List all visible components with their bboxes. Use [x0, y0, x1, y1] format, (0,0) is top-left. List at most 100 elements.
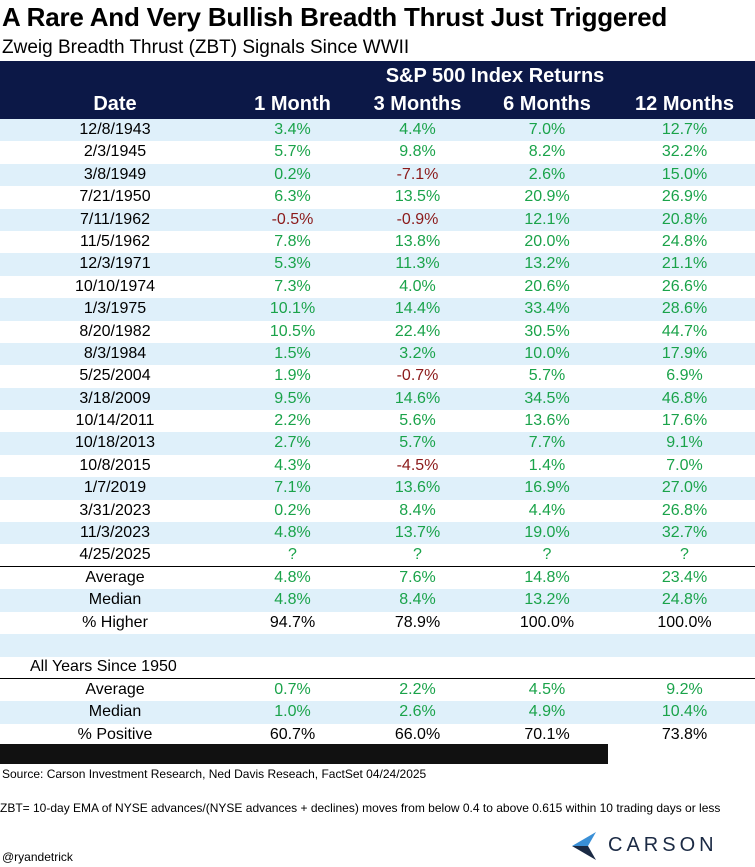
return-cell: 0.7% — [274, 681, 311, 698]
return-cell: 34.5% — [524, 389, 570, 407]
return-cell: 12.1% — [524, 210, 570, 228]
date-cell: 7/11/1962 — [80, 210, 150, 228]
row-label-cell: Median — [88, 591, 142, 609]
return-cell: 5.3% — [274, 255, 311, 273]
return-cell: 13.7% — [394, 524, 441, 542]
return-cell: -7.1% — [396, 165, 439, 183]
return-cell: -4.5% — [396, 456, 439, 474]
column-header-1-month: 1 Month — [254, 93, 331, 115]
table-row: 7/21/1950 6.3% 13.5% 20.9% 26.9% — [0, 186, 755, 208]
return-cell: 32.7% — [661, 524, 708, 542]
return-cell: 26.9% — [661, 188, 708, 206]
date-cell: 1/7/2019 — [83, 479, 147, 497]
return-cell: 4.8% — [274, 524, 311, 542]
table-row: 1/3/1975 10.1% 14.4% 33.4% 28.6% — [0, 298, 755, 321]
table-row: % Higher 94.7% 78.9% 100.0% 100.0% — [0, 612, 755, 634]
column-header-3-months: 3 Months — [373, 93, 462, 115]
return-cell: 66.0% — [394, 725, 441, 743]
return-cell: 78.9% — [394, 613, 441, 631]
date-cell: 11/3/2023 — [80, 524, 150, 542]
row-label-cell: % Positive — [77, 725, 153, 743]
date-cell: 8/20/1982 — [79, 322, 151, 340]
return-cell: 13.2% — [524, 255, 570, 273]
date-cell: 10/18/2013 — [74, 434, 156, 452]
return-cell: 70.1% — [524, 725, 570, 743]
return-cell: 7.7% — [528, 434, 566, 452]
return-cell: 6.9% — [666, 367, 703, 385]
return-cell: 4.4% — [528, 501, 566, 519]
return-cell: 1.9% — [274, 367, 311, 385]
column-header-6-months: 6 Months — [503, 93, 591, 115]
table-row: 4/25/2025???? — [0, 544, 755, 566]
return-cell: 30.5% — [524, 322, 570, 340]
return-cell: ? — [413, 546, 422, 564]
return-cell: 3.4% — [274, 121, 311, 138]
row-label-cell: Median — [88, 703, 142, 721]
return-cell: 3.2% — [399, 344, 436, 362]
return-cell: 4.9% — [528, 703, 566, 721]
return-cell: 100.0% — [657, 613, 712, 631]
date-cell: 10/14/2011 — [75, 412, 155, 430]
date-cell: 7/21/1950 — [79, 188, 151, 206]
return-cell: 4.3% — [274, 456, 311, 474]
return-cell: 7.0% — [528, 121, 566, 138]
return-cell: 4.8% — [274, 569, 311, 586]
date-cell: 4/25/2025 — [79, 546, 151, 564]
return-cell: 20.6% — [524, 277, 570, 295]
return-cell: 5.6% — [399, 412, 436, 430]
date-cell: 5/25/2004 — [79, 367, 151, 385]
return-cell: 5.7% — [528, 367, 566, 385]
all-years-label: All Years Since 1950 — [30, 658, 177, 675]
return-cell: 20.9% — [524, 188, 570, 206]
return-cell: 44.7% — [661, 322, 708, 340]
return-cell: 10.1% — [269, 300, 316, 318]
table-row: Median 1.0% 2.6% 4.9% 10.4% — [0, 701, 755, 724]
table-row: 11/5/1962 7.8% 13.8% 20.0% 24.8% — [0, 231, 755, 253]
return-cell: 9.8% — [399, 143, 436, 161]
return-cell: 1.4% — [528, 456, 566, 474]
author-handle: @ryandetrick — [2, 850, 73, 864]
return-cell: ? — [542, 546, 552, 564]
return-cell: 27.0% — [661, 479, 708, 497]
summary-table: Average 4.8% 7.6% 14.8% 23.4% Median 4.8% 8.4% 1… — [0, 567, 755, 634]
return-cell: 26.6% — [661, 277, 708, 295]
table-row: Median 4.8% 8.4% 13.2% 24.8% — [0, 589, 755, 612]
return-cell: -0.9% — [396, 210, 439, 228]
return-cell: 20.0% — [524, 232, 570, 250]
date-cell: 10/8/2015 — [79, 456, 151, 474]
table-row: 8/20/1982 10.5% 22.4% 30.5% 44.7% — [0, 321, 755, 343]
return-cell: 7.0% — [666, 456, 703, 474]
zbt-definition-note: ZBT= 10-day EMA of NYSE advances/(NYSE a… — [0, 801, 721, 815]
column-group-title: S&P 500 Index Returns — [385, 65, 605, 87]
return-cell: 7.8% — [274, 232, 311, 250]
return-cell: 5.7% — [274, 143, 311, 161]
return-cell: 24.8% — [661, 591, 708, 609]
return-cell: 0.2% — [274, 501, 311, 519]
date-cell: 3/18/2009 — [79, 389, 151, 407]
return-cell: 32.2% — [661, 143, 708, 161]
date-cell: 3/31/2023 — [79, 501, 151, 519]
carson-logo: CARSON — [568, 828, 748, 864]
return-cell: 22.4% — [394, 322, 441, 340]
all-years-divider — [0, 678, 755, 679]
carson-mark-icon — [572, 832, 596, 860]
return-cell: 28.6% — [661, 300, 708, 318]
return-cell: 8.4% — [399, 591, 436, 609]
return-cell: 17.6% — [661, 412, 708, 430]
return-cell: 10.0% — [524, 344, 570, 362]
return-cell: 4.5% — [528, 681, 566, 698]
spacer-row — [0, 634, 755, 657]
return-cell: 5.7% — [399, 434, 436, 452]
column-header-12-months: 12 Months — [635, 93, 734, 115]
table-row: 10/18/2013 2.7% 5.7% 7.7% 9.1% — [0, 432, 755, 455]
return-cell: 2.6% — [399, 703, 436, 721]
table-row: 10/14/2011 2.2% 5.6% 13.6% 17.6% — [0, 410, 755, 432]
return-cell: 8.2% — [528, 143, 566, 161]
row-label-cell: Average — [85, 569, 145, 586]
return-cell: 20.8% — [661, 210, 708, 228]
return-cell: 4.4% — [399, 121, 436, 138]
table-row: Average 0.7% 2.2% 4.5% 9.2% — [0, 679, 755, 701]
return-cell: 60.7% — [269, 725, 316, 743]
date-cell: 10/10/1974 — [74, 277, 156, 295]
return-cell: ? — [288, 546, 297, 564]
